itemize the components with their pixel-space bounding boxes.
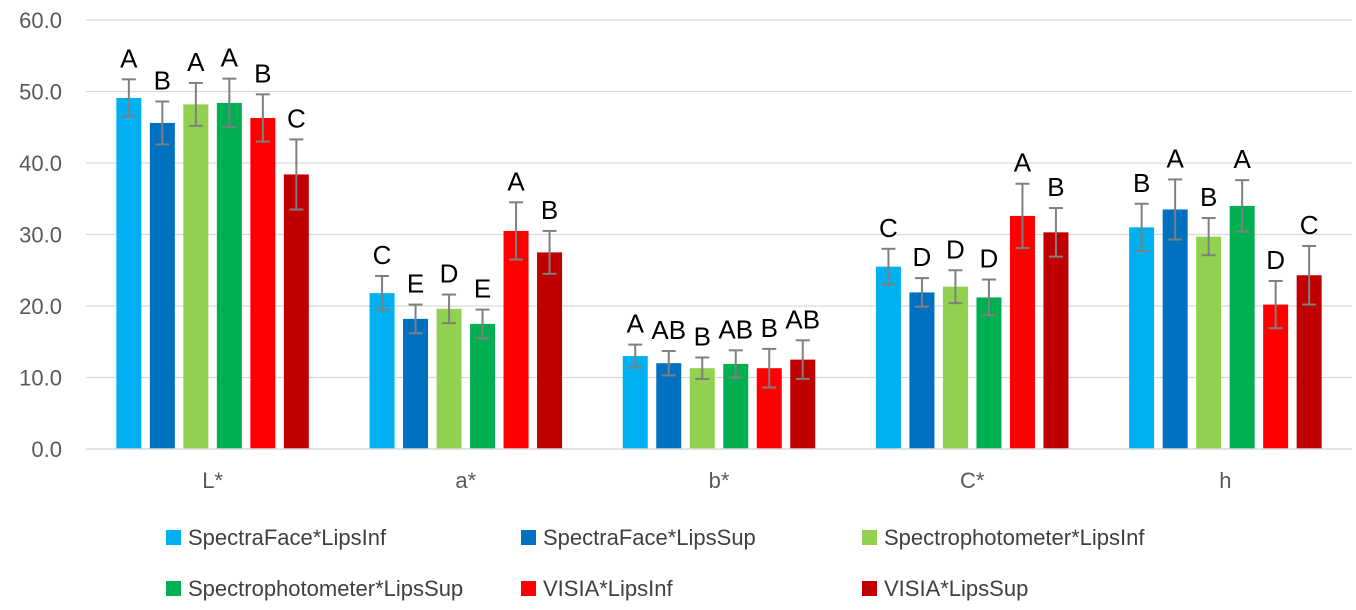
legend-label: SpectraFace*LipsSup — [543, 525, 756, 550]
legend-swatch — [862, 530, 877, 545]
group-letter: A — [507, 166, 525, 196]
bar — [116, 97, 142, 449]
bar — [656, 363, 682, 449]
bar — [436, 308, 462, 449]
legend-label: Spectrophotometer*LipsInf — [884, 525, 1145, 550]
bar — [369, 293, 395, 449]
bar — [470, 323, 496, 449]
y-tick-label: 0.0 — [31, 437, 62, 462]
bar — [976, 297, 1002, 449]
group-letter: A — [627, 309, 645, 339]
y-tick-label: 30.0 — [19, 223, 62, 248]
y-tick-label: 60.0 — [19, 8, 62, 33]
legend-label: SpectraFace*LipsInf — [188, 525, 387, 550]
group-letter: C — [879, 213, 898, 243]
x-category-label: L* — [202, 468, 223, 493]
bar — [1229, 205, 1255, 449]
legend-label: VISIA*LipsInf — [543, 576, 674, 601]
group-letter: E — [474, 274, 491, 304]
legend-item: SpectraFace*LipsSup — [521, 525, 756, 550]
group-letter: D — [1266, 245, 1285, 275]
group-letter: A — [120, 43, 138, 73]
bar — [183, 104, 209, 450]
legend-swatch — [521, 530, 536, 545]
group-letter: B — [254, 58, 271, 88]
legend-item: Spectrophotometer*LipsInf — [862, 525, 1145, 550]
y-axis-ticks: 0.0 10.0 20.0 30.0 40.0 50.0 60.0 — [19, 8, 62, 462]
x-category-label: a* — [455, 468, 476, 493]
error-bars — [121, 77, 1317, 389]
legend-swatch — [521, 581, 536, 596]
group-letter: AB — [651, 315, 686, 345]
group-letter: C — [373, 240, 392, 270]
legend: SpectraFace*LipsInf SpectraFace*LipsSup Sp… — [166, 525, 1145, 601]
group-letter: B — [761, 313, 778, 343]
x-category-label: b* — [709, 468, 730, 493]
bar — [1196, 236, 1222, 449]
group-letter: C — [1300, 210, 1319, 240]
group-letter: B — [154, 66, 171, 96]
x-axis-categories: L* a* b* C* h — [202, 468, 1231, 493]
y-tick-label: 50.0 — [19, 80, 62, 105]
y-tick-label: 10.0 — [19, 366, 62, 391]
group-letter: AB — [718, 314, 753, 344]
bar — [689, 368, 715, 449]
bar — [942, 286, 968, 449]
bar — [250, 117, 276, 449]
group-letter: C — [287, 103, 306, 133]
group-letter: B — [694, 321, 711, 351]
bar — [1162, 209, 1188, 449]
legend-item: VISIA*LipsSup — [862, 576, 1028, 601]
legend-swatch — [166, 581, 181, 596]
x-category-label: h — [1219, 468, 1231, 493]
group-letter: A — [1166, 143, 1184, 173]
bar — [909, 292, 935, 449]
bar — [216, 102, 242, 449]
x-category-label: C* — [960, 468, 985, 493]
bar — [1009, 215, 1035, 449]
group-letter: D — [980, 244, 999, 274]
group-letter: B — [541, 195, 558, 225]
group-letter: A — [1233, 144, 1251, 174]
bar — [503, 230, 529, 449]
group-letter: D — [913, 242, 932, 272]
bar — [1129, 227, 1155, 449]
group-letter: A — [187, 47, 205, 77]
group-letter: A — [1014, 148, 1032, 178]
legend-item: SpectraFace*LipsInf — [166, 525, 387, 550]
legend-swatch — [862, 581, 877, 596]
bar — [622, 356, 648, 449]
bar — [875, 266, 901, 449]
group-letter: AB — [785, 304, 820, 334]
group-letter: E — [407, 269, 424, 299]
legend-label: VISIA*LipsSup — [884, 576, 1028, 601]
bar — [1043, 232, 1069, 449]
legend-swatch — [166, 530, 181, 545]
bars — [116, 97, 1322, 450]
legend-label: Spectrophotometer*LipsSup — [188, 576, 463, 601]
group-letter: B — [1200, 182, 1217, 212]
group-letter: A — [221, 43, 239, 73]
bar — [403, 318, 429, 449]
group-letter: B — [1133, 168, 1150, 198]
bar — [537, 252, 563, 449]
y-tick-label: 20.0 — [19, 294, 62, 319]
y-tick-label: 40.0 — [19, 151, 62, 176]
legend-item: Spectrophotometer*LipsSup — [166, 576, 463, 601]
group-letter: B — [1047, 172, 1064, 202]
bar — [283, 174, 309, 449]
legend-item: VISIA*LipsInf — [521, 576, 674, 601]
group-letter: D — [440, 259, 459, 289]
group-letter: D — [946, 234, 965, 264]
bar — [149, 122, 175, 450]
